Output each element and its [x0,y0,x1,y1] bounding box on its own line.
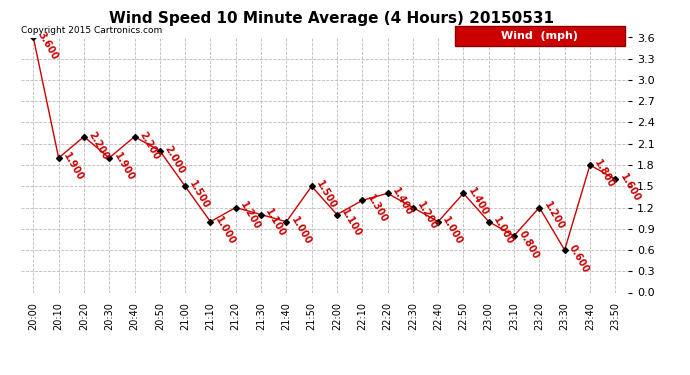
Text: 1.900: 1.900 [61,151,86,182]
Text: 2.200: 2.200 [86,129,110,161]
Text: 1.600: 1.600 [618,172,642,204]
Text: 1.100: 1.100 [264,207,288,239]
Text: 2.200: 2.200 [137,129,161,161]
Text: 1.200: 1.200 [415,200,440,232]
Text: Wind Speed 10 Minute Average (4 Hours) 20150531: Wind Speed 10 Minute Average (4 Hours) 2… [109,11,553,26]
Text: 0.600: 0.600 [567,243,591,274]
Text: 1.000: 1.000 [289,214,313,246]
Text: 1.000: 1.000 [491,214,515,246]
Text: 1.500: 1.500 [188,179,212,211]
Text: Copyright 2015 Cartronics.com: Copyright 2015 Cartronics.com [21,26,162,35]
Text: 1.900: 1.900 [112,151,136,182]
Text: 1.100: 1.100 [339,207,364,239]
Text: 2.000: 2.000 [162,144,186,176]
Text: 1.400: 1.400 [466,186,490,218]
Text: 3.600: 3.600 [36,30,60,62]
Text: 1.200: 1.200 [238,200,262,232]
Text: Wind  (mph): Wind (mph) [502,31,578,41]
Text: 1.500: 1.500 [314,179,338,211]
Text: 1.800: 1.800 [593,158,617,190]
Text: 0.800: 0.800 [517,229,541,261]
Text: 1.300: 1.300 [365,193,389,225]
Text: 1.400: 1.400 [390,186,414,218]
FancyBboxPatch shape [455,26,625,46]
Text: 1.200: 1.200 [542,200,566,232]
Text: 1.000: 1.000 [213,214,237,246]
Text: 1.000: 1.000 [441,214,465,246]
